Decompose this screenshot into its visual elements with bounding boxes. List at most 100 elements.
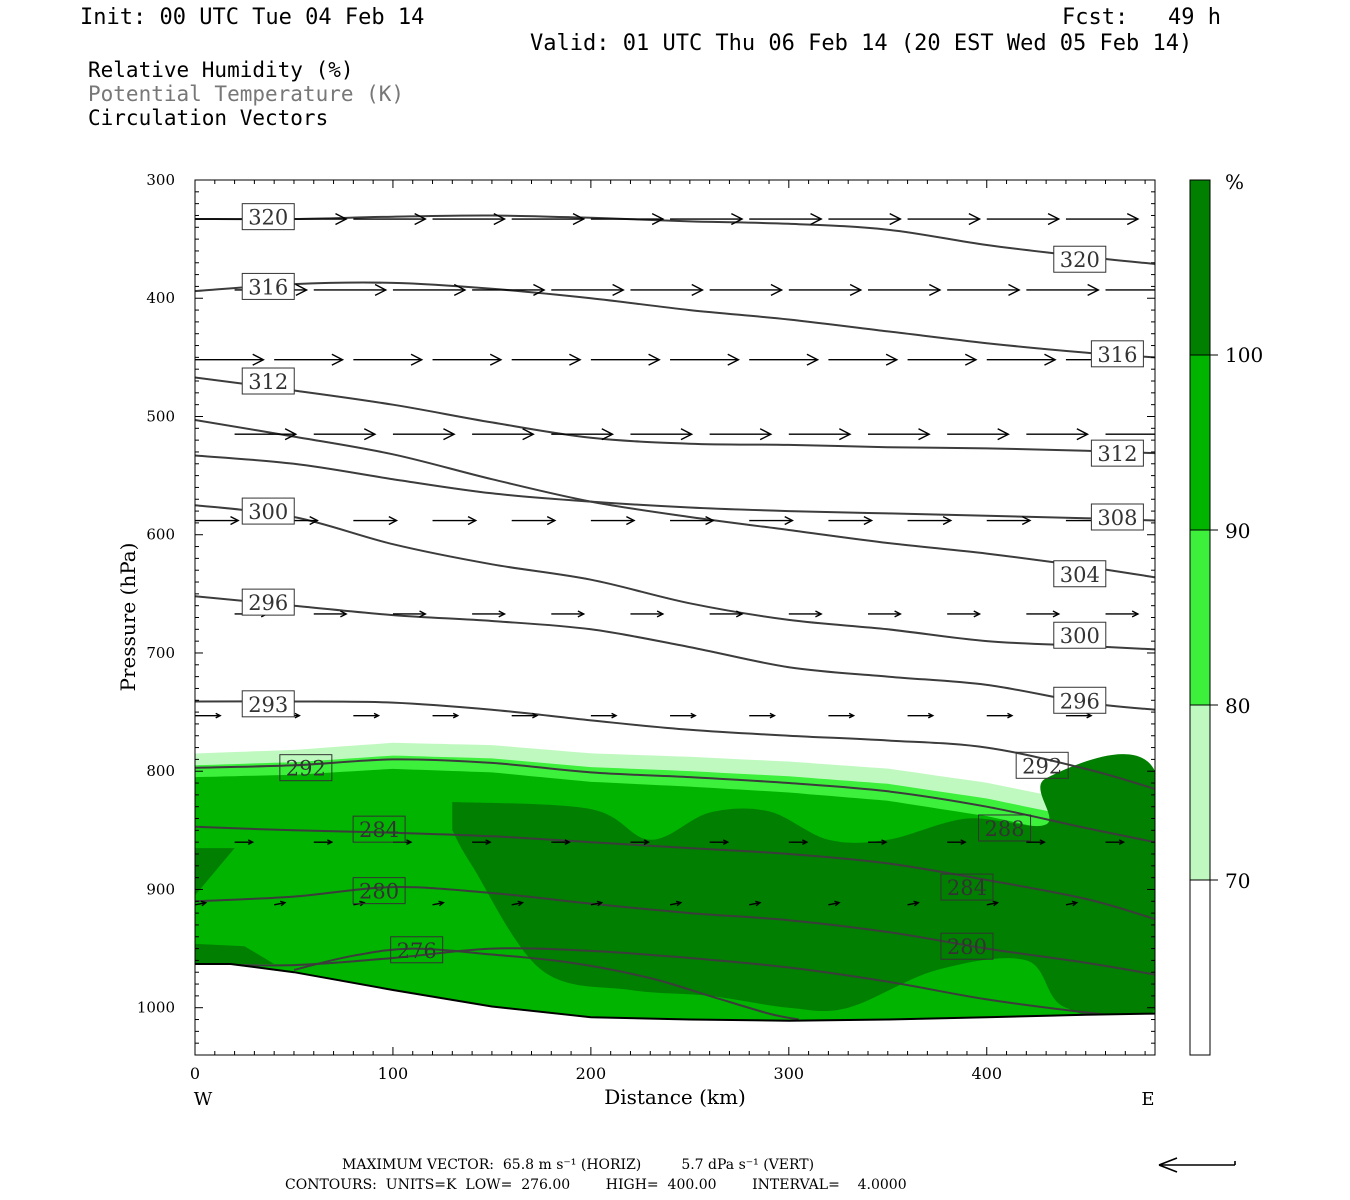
y-tick-label: 500 [146, 407, 175, 425]
circulation-vector [986, 212, 1061, 226]
theta-contour-316 [195, 281, 1155, 359]
svg-text:296: 296 [1060, 689, 1100, 713]
circulation-vector [947, 839, 967, 846]
circulation-vector [986, 515, 1032, 526]
theta-contour-284 [195, 886, 1155, 976]
circulation-vector [313, 610, 348, 618]
axes: 300 400 500 600 700 800 900 1000 0 100 200 300 400 [137, 171, 1155, 1083]
circulation-vector [630, 428, 694, 441]
theta-contour-292 [195, 758, 1155, 844]
circulation-vector [828, 212, 902, 226]
circulation-vector [590, 353, 661, 366]
theta-contour-280 [195, 947, 1155, 1021]
circulation-vector [1026, 610, 1061, 618]
contour-label-320: 320 [241, 203, 295, 231]
contour-label-280: 280 [352, 877, 406, 905]
circulation-vector [511, 353, 582, 366]
circulation-vector [392, 283, 467, 297]
circulation-vector [828, 900, 841, 907]
theta-contour-288 [195, 825, 1155, 920]
circulation-vector [709, 428, 773, 441]
contour-label-292: 292 [279, 754, 333, 782]
contour-label-304: 304 [1053, 560, 1107, 588]
theta-contour-296 [195, 595, 1155, 711]
circulation-vector [234, 839, 255, 846]
circulation-vector [749, 515, 794, 526]
contour-label-280: 280 [940, 932, 994, 960]
svg-text:288: 288 [985, 817, 1025, 841]
circulation-vector [709, 839, 730, 846]
field-label-theta: Potential Temperature (K) [88, 82, 405, 106]
circulation-vector [907, 712, 935, 719]
circulation-vector [353, 353, 424, 366]
circulation-vector [986, 712, 1014, 719]
circulation-vector [432, 212, 507, 226]
circulation-vector [749, 353, 820, 366]
circulation-vector [472, 428, 535, 441]
theta-contour-304 [195, 419, 1155, 579]
theta-contour-308 [195, 454, 1155, 522]
circulation-vector [749, 712, 776, 719]
svg-text:292: 292 [1022, 754, 1062, 778]
circulation-vector [472, 610, 507, 618]
contour-label-296: 296 [1053, 686, 1107, 714]
theta-contour-312 [195, 376, 1155, 455]
svg-text:312: 312 [1097, 442, 1137, 466]
svg-text:316: 316 [1097, 343, 1137, 367]
circulation-vector [511, 712, 539, 719]
circulation-vector [511, 212, 586, 226]
contour-info: CONTOURS: UNITS=K LOW= 276.00 HIGH= 400.… [285, 1177, 907, 1193]
circulation-vector [828, 515, 874, 526]
x-tick-label: 300 [774, 1064, 805, 1083]
circulation-vector [749, 900, 762, 907]
contour-label-316: 316 [241, 272, 295, 300]
circulation-vector [630, 283, 705, 297]
forecast-hour: Fcst: 49 h [1062, 5, 1221, 30]
circulation-vector [1026, 839, 1046, 846]
circulation-vector [432, 900, 445, 907]
circulation-vector [630, 839, 651, 846]
circulation-vector [1026, 428, 1090, 441]
circulation-vector [1065, 900, 1079, 907]
colorbar-segment [1189, 179, 1211, 356]
circulation-vector [551, 428, 615, 441]
circulation-vector [670, 712, 697, 719]
circulation-vector [788, 839, 809, 846]
y-tick-label: 900 [146, 880, 175, 898]
contour-label-300: 300 [1053, 621, 1107, 649]
circulation-vector [353, 515, 399, 526]
circulation-vector [353, 712, 381, 719]
svg-text:316: 316 [248, 275, 288, 299]
colorbar-segment [1189, 704, 1211, 881]
circulation-vector [749, 212, 823, 226]
circulation-vector [195, 900, 208, 907]
x-tick-label: 400 [971, 1064, 1002, 1083]
circulation-vector [392, 610, 427, 618]
y-tick-label: 400 [146, 289, 175, 307]
x-left-end-label: W [194, 1089, 213, 1110]
circulation-vector [1105, 610, 1140, 618]
valid-time: Valid: 01 UTC Thu 06 Feb 14 (20 EST Wed … [530, 31, 1193, 56]
circulation-vectors [195, 212, 1155, 907]
circulation-vector [590, 515, 636, 526]
rh-band-100-left [195, 848, 235, 896]
circulation-vector [670, 212, 744, 226]
cross-section-chart: 320 320 316 316 312 312 308 304 300 300 296 296 293 2… [116, 170, 1263, 1110]
theta-contour-300 [195, 504, 1155, 651]
circulation-vector [907, 900, 920, 907]
circulation-vector [590, 712, 618, 719]
circulation-vector [1065, 212, 1140, 226]
circulation-vector [867, 610, 902, 618]
theta-contour-320 [195, 214, 1155, 265]
circulation-vector [1026, 283, 1100, 297]
circulation-vector [195, 712, 222, 719]
circulation-vector [986, 900, 1000, 907]
circulation-vector [590, 212, 665, 226]
contour-label-288: 288 [978, 814, 1032, 842]
y-tick-label: 1000 [137, 999, 175, 1017]
x-right-end-label: E [1141, 1089, 1154, 1110]
theta-contours [195, 214, 1155, 1021]
x-tick-label: 100 [378, 1064, 409, 1083]
svg-text:293: 293 [248, 693, 288, 717]
svg-text:308: 308 [1097, 506, 1137, 530]
